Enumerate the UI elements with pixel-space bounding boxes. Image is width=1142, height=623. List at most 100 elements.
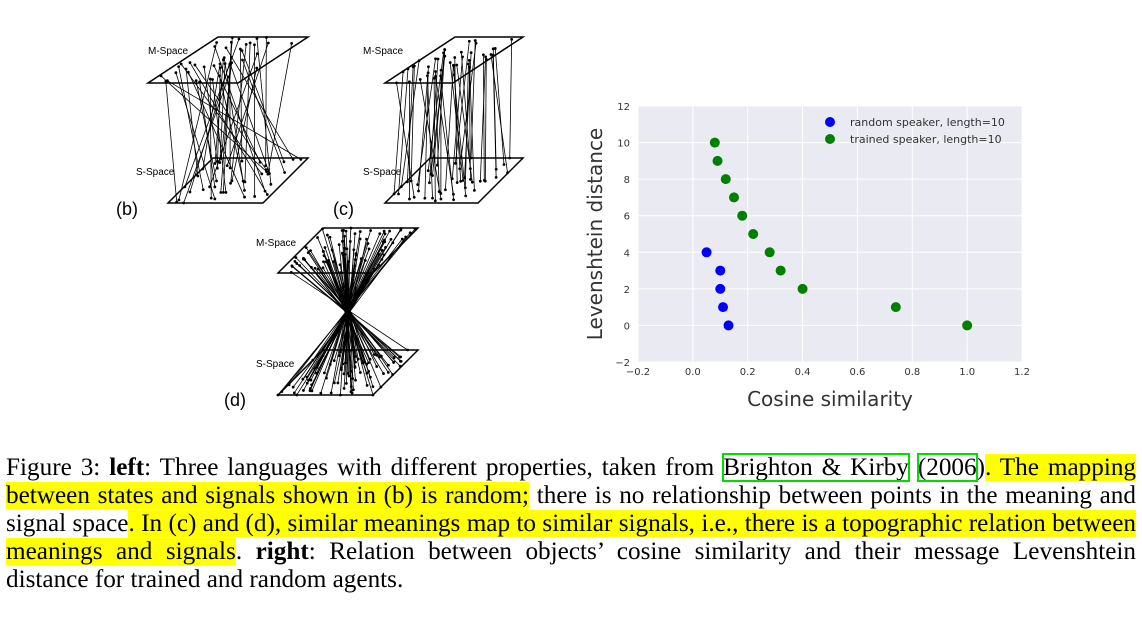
signal-point	[342, 372, 346, 376]
signal-point	[426, 169, 430, 173]
signal-point	[344, 361, 347, 365]
signal-point	[225, 164, 229, 168]
signal-point	[450, 177, 454, 181]
signal-point	[399, 185, 403, 189]
meaning-point	[452, 64, 456, 68]
caption-text: there is no relationship between points …	[6, 482, 1136, 537]
mapping-line	[419, 79, 442, 200]
signal-point	[347, 374, 351, 378]
meaning-point	[188, 61, 192, 64]
meaning-point	[358, 230, 362, 233]
signal-point	[423, 196, 427, 200]
citation-space	[909, 454, 918, 481]
signal-point	[332, 381, 336, 385]
legend-label-random: random speaker, length=10	[850, 116, 1005, 129]
mapping-line	[469, 67, 475, 191]
signal-point	[283, 171, 287, 174]
meaning-point	[459, 50, 463, 54]
signal-point	[354, 378, 357, 382]
mapping-line	[445, 65, 454, 190]
signal-point	[282, 160, 286, 164]
signal-point	[373, 353, 376, 356]
meaning-point	[208, 77, 212, 81]
y-tick-label: −2	[615, 358, 630, 369]
meaning-point	[343, 252, 347, 256]
mapping-line	[178, 42, 218, 201]
y-tick-label: 6	[624, 212, 630, 223]
meaning-point	[309, 249, 312, 253]
signal-point	[470, 180, 474, 184]
mapping-line	[451, 56, 463, 179]
mapping-lines	[159, 36, 303, 205]
meaning-point	[202, 65, 206, 69]
meaning-point	[289, 271, 293, 274]
signal-point	[433, 199, 437, 203]
signal-point	[243, 180, 247, 184]
mapping-line	[429, 58, 439, 183]
mapping-line	[222, 42, 232, 193]
meaning-point	[186, 70, 190, 74]
x-tick-labels: −0.2 0.0 0.2 0.4 0.6 0.8 1.0 1.2	[626, 367, 1030, 378]
mapping-line	[175, 72, 216, 200]
meaning-point	[328, 235, 332, 239]
point-trained-speaker	[729, 192, 739, 203]
signal-point	[325, 376, 328, 380]
meaning-point	[237, 37, 241, 41]
signal-point	[358, 371, 362, 374]
mapping-line	[460, 52, 471, 169]
signal-point	[386, 370, 390, 374]
mapping-line	[393, 71, 404, 194]
meaning-point	[467, 62, 470, 66]
mapping-line	[183, 76, 230, 204]
legend-marker-random	[825, 117, 835, 127]
meaning-point	[227, 75, 231, 79]
citation-link-year[interactable]: (2006	[916, 453, 978, 482]
meaning-point	[411, 65, 415, 69]
m-space-label: M-Space	[363, 46, 403, 57]
mapping-line	[202, 63, 221, 170]
point-random-speaker	[723, 320, 734, 331]
meaning-point	[491, 47, 495, 51]
point-trained-speaker	[962, 320, 973, 331]
mapping-line	[464, 52, 472, 178]
citation-link-authors[interactable]: Brighton & Kirby	[722, 453, 910, 482]
meaning-point	[349, 226, 353, 230]
meaning-point	[223, 62, 227, 66]
signal-point	[391, 373, 395, 376]
signal-point	[398, 364, 402, 368]
panel-b-random-mapping: M-Space S-Space	[136, 36, 311, 205]
signal-point	[459, 179, 463, 183]
plot-area	[638, 106, 1022, 362]
m-space-label: M-Space	[148, 46, 188, 57]
meaning-point	[426, 74, 429, 78]
signal-point	[215, 179, 218, 183]
signal-point	[264, 164, 268, 168]
point-random-speaker	[715, 265, 726, 276]
panel-label-c: (c)	[333, 199, 354, 219]
signal-point	[336, 381, 340, 385]
point-trained-speaker	[797, 283, 808, 294]
mapping-line	[435, 76, 454, 195]
y-tick-label: 4	[624, 248, 630, 259]
meaning-point	[255, 66, 259, 70]
m-space-label: M-Space	[256, 238, 296, 249]
mapping-line	[479, 56, 486, 182]
mapping-line	[265, 37, 267, 166]
signal-point	[350, 391, 354, 395]
signal-point	[371, 393, 375, 397]
meaning-point	[159, 74, 163, 78]
meaning-point	[380, 248, 384, 252]
signal-point	[291, 158, 295, 161]
left-keyword: left	[109, 454, 145, 481]
meaning-point	[184, 67, 188, 71]
meaning-point	[369, 229, 373, 232]
mapping-line	[340, 271, 355, 353]
meaning-point	[212, 64, 216, 68]
mapping-line	[225, 47, 294, 160]
meaning-point	[222, 56, 226, 60]
mapping-line	[178, 66, 204, 190]
meaning-point	[218, 62, 222, 66]
meaning-point	[266, 41, 270, 45]
signal-point	[177, 198, 181, 202]
signal-point	[464, 194, 468, 198]
